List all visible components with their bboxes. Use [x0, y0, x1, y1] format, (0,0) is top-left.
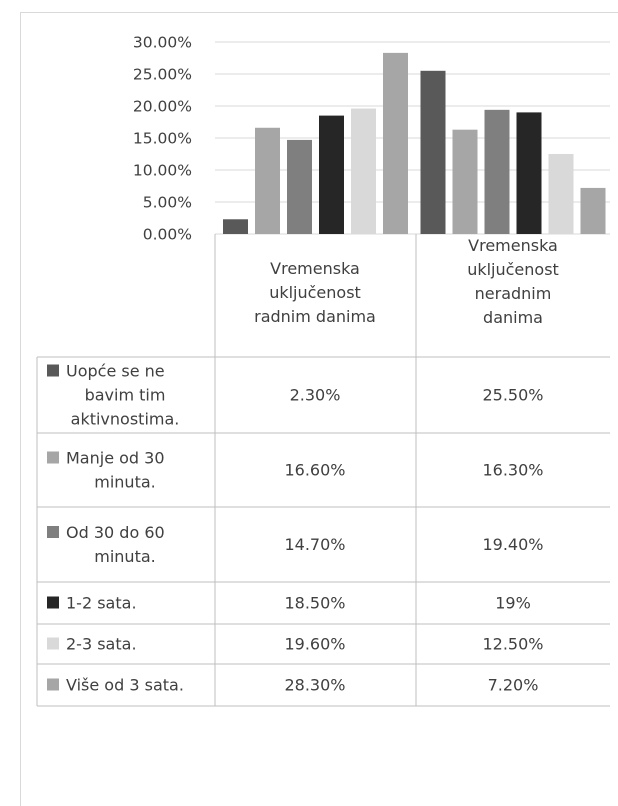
legend-label: Manje od 30	[66, 449, 165, 468]
bar	[548, 154, 574, 234]
legend-key-icon	[47, 451, 59, 464]
legend-key-icon	[47, 678, 59, 691]
legend-key-icon	[47, 364, 59, 377]
y-tick-label: 5.00%	[143, 194, 192, 212]
data-value: 28.30%	[284, 676, 345, 695]
chart-frame	[20, 12, 618, 806]
category-label: neradnim	[475, 284, 552, 303]
legend-label: 1-2 sata.	[66, 594, 137, 613]
legend-label: Od 30 do 60	[66, 523, 165, 542]
bar	[223, 219, 248, 234]
legend-key-icon	[47, 596, 59, 609]
bar	[516, 112, 542, 234]
category-label: radnim danima	[254, 307, 376, 326]
y-tick-label: 30.00%	[133, 34, 192, 52]
legend-key-icon	[47, 637, 59, 650]
y-tick-label: 10.00%	[133, 162, 192, 180]
category-label: Vremenska	[468, 236, 558, 255]
category-label: uključenost	[467, 260, 559, 279]
data-value: 25.50%	[482, 386, 543, 405]
bar	[452, 129, 478, 234]
legend-label: minuta.	[94, 473, 155, 492]
bar	[420, 70, 446, 234]
category-label: uključenost	[269, 283, 361, 302]
legend-label: 2-3 sata.	[66, 635, 137, 654]
bar	[484, 109, 510, 234]
data-value: 18.50%	[284, 594, 345, 613]
bar	[319, 115, 344, 234]
category-label: danima	[483, 308, 543, 327]
data-value: 16.30%	[482, 461, 543, 480]
legend-label: aktivnostima.	[71, 410, 180, 429]
bar	[383, 52, 408, 234]
y-tick-label: 25.00%	[133, 66, 192, 84]
legend-key-icon	[47, 526, 59, 538]
data-value: 19.60%	[284, 635, 345, 654]
data-value: 12.50%	[482, 635, 543, 654]
legend-label: minuta.	[94, 547, 155, 566]
legend-label: Više od 3 sata.	[66, 676, 184, 695]
legend-label: bavim tim	[85, 386, 166, 405]
bar	[287, 139, 312, 234]
y-tick-label: 15.00%	[133, 130, 192, 148]
category-label: Vremenska	[270, 259, 360, 278]
bar	[255, 127, 280, 234]
data-value: 2.30%	[290, 386, 341, 405]
data-value: 19%	[495, 594, 531, 613]
data-value: 14.70%	[284, 535, 345, 554]
data-value: 16.60%	[284, 461, 345, 480]
bar	[351, 108, 376, 234]
y-tick-label: 20.00%	[133, 98, 192, 116]
legend-label: Uopće se ne	[66, 362, 165, 381]
bar	[580, 187, 606, 234]
data-value: 19.40%	[482, 535, 543, 554]
y-tick-label: 0.00%	[143, 226, 192, 244]
data-value: 7.20%	[488, 676, 539, 695]
